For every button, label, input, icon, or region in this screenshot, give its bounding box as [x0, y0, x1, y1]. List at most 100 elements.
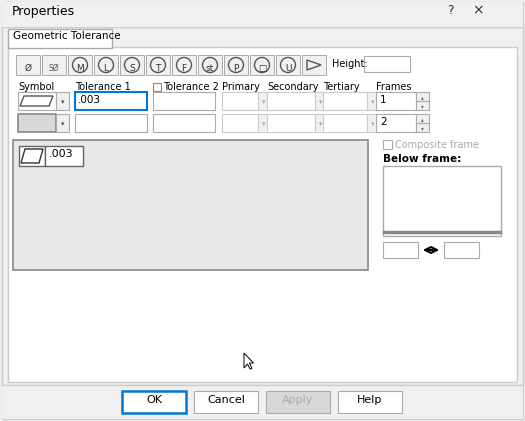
Text: 1: 1 — [380, 95, 386, 105]
Text: ×: × — [472, 3, 484, 17]
Bar — [146, 55, 170, 75]
Text: Below frame:: Below frame: — [383, 154, 461, 164]
Text: Help: Help — [358, 395, 383, 405]
Bar — [267, 92, 315, 110]
Bar — [122, 391, 186, 413]
Text: ▾: ▾ — [319, 121, 323, 127]
Bar — [2, 2, 523, 27]
Bar — [198, 55, 222, 75]
Text: .003: .003 — [78, 95, 101, 105]
Bar — [120, 55, 144, 75]
Text: Frames: Frames — [376, 82, 412, 92]
Bar — [2, 385, 523, 419]
Bar — [224, 55, 248, 75]
Bar — [172, 55, 196, 75]
Text: Cancel: Cancel — [207, 395, 245, 405]
Bar — [276, 55, 300, 75]
Text: ▾: ▾ — [371, 99, 375, 105]
Bar — [194, 391, 258, 413]
Bar — [75, 92, 147, 110]
Text: ▾: ▾ — [371, 121, 375, 127]
Bar — [444, 242, 479, 258]
Bar — [13, 140, 368, 270]
Text: P: P — [233, 64, 239, 73]
Bar — [315, 114, 327, 132]
Text: Primary: Primary — [222, 82, 260, 92]
Text: L: L — [103, 64, 109, 73]
Bar — [416, 123, 429, 132]
Bar — [376, 92, 416, 110]
Bar — [153, 114, 215, 132]
Bar — [376, 114, 416, 132]
Bar — [153, 83, 161, 91]
Text: Height:: Height: — [332, 59, 368, 69]
Bar — [383, 166, 501, 236]
Text: ▾: ▾ — [61, 121, 64, 127]
Bar — [222, 92, 258, 110]
Bar — [367, 114, 379, 132]
Bar — [383, 140, 392, 149]
Text: T: T — [155, 64, 161, 73]
Text: ▾: ▾ — [61, 99, 64, 105]
Bar — [222, 114, 258, 132]
Text: ?: ? — [447, 4, 454, 17]
Text: Tolerance 2: Tolerance 2 — [163, 82, 219, 92]
Bar — [416, 101, 429, 110]
Bar — [18, 114, 56, 132]
Text: SØ: SØ — [49, 64, 59, 73]
Bar — [2, 27, 523, 385]
Text: Apply: Apply — [282, 395, 314, 405]
Bar — [250, 55, 274, 75]
Text: .003: .003 — [49, 149, 74, 159]
Text: Composite frame: Composite frame — [395, 140, 479, 150]
Bar — [383, 242, 418, 258]
Bar — [153, 92, 215, 110]
Bar — [16, 55, 40, 75]
Text: Properties: Properties — [12, 5, 75, 18]
Text: U: U — [285, 64, 291, 73]
Bar — [18, 92, 56, 110]
Text: ▾: ▾ — [421, 104, 424, 109]
Text: Ø: Ø — [25, 64, 32, 73]
Text: F: F — [182, 64, 186, 73]
Text: ▾: ▾ — [319, 99, 323, 105]
Bar — [338, 391, 402, 413]
Text: Symbol: Symbol — [18, 82, 54, 92]
Text: Tertiary: Tertiary — [323, 82, 360, 92]
Text: ▾: ▾ — [262, 121, 266, 127]
Bar — [302, 55, 326, 75]
Bar — [267, 114, 315, 132]
Text: 2: 2 — [380, 117, 386, 127]
Bar — [416, 114, 429, 123]
Bar — [367, 92, 379, 110]
Bar — [258, 92, 270, 110]
Text: ▾: ▾ — [421, 126, 424, 131]
Text: OK: OK — [146, 395, 162, 405]
Text: □: □ — [258, 64, 266, 73]
Bar — [258, 114, 270, 132]
Bar — [266, 391, 330, 413]
Bar — [75, 114, 147, 132]
Bar — [364, 56, 410, 72]
Text: S: S — [129, 64, 135, 73]
Bar — [68, 55, 92, 75]
Bar — [323, 114, 367, 132]
Bar — [8, 29, 112, 48]
Bar — [8, 47, 517, 382]
Text: Geometric Tolerance: Geometric Tolerance — [13, 31, 121, 41]
Bar — [19, 146, 45, 166]
Bar — [56, 92, 69, 110]
Text: ▴: ▴ — [421, 117, 424, 122]
Bar — [416, 92, 429, 101]
Bar — [94, 55, 118, 75]
Text: Tolerance 1: Tolerance 1 — [75, 82, 131, 92]
Bar — [42, 55, 66, 75]
Text: Secondary: Secondary — [267, 82, 319, 92]
Bar — [315, 92, 327, 110]
Bar — [56, 114, 69, 132]
Bar — [45, 146, 83, 166]
Text: ▾: ▾ — [262, 99, 266, 105]
Text: ▴: ▴ — [421, 95, 424, 100]
Text: M: M — [76, 64, 84, 73]
Text: st: st — [206, 64, 214, 73]
